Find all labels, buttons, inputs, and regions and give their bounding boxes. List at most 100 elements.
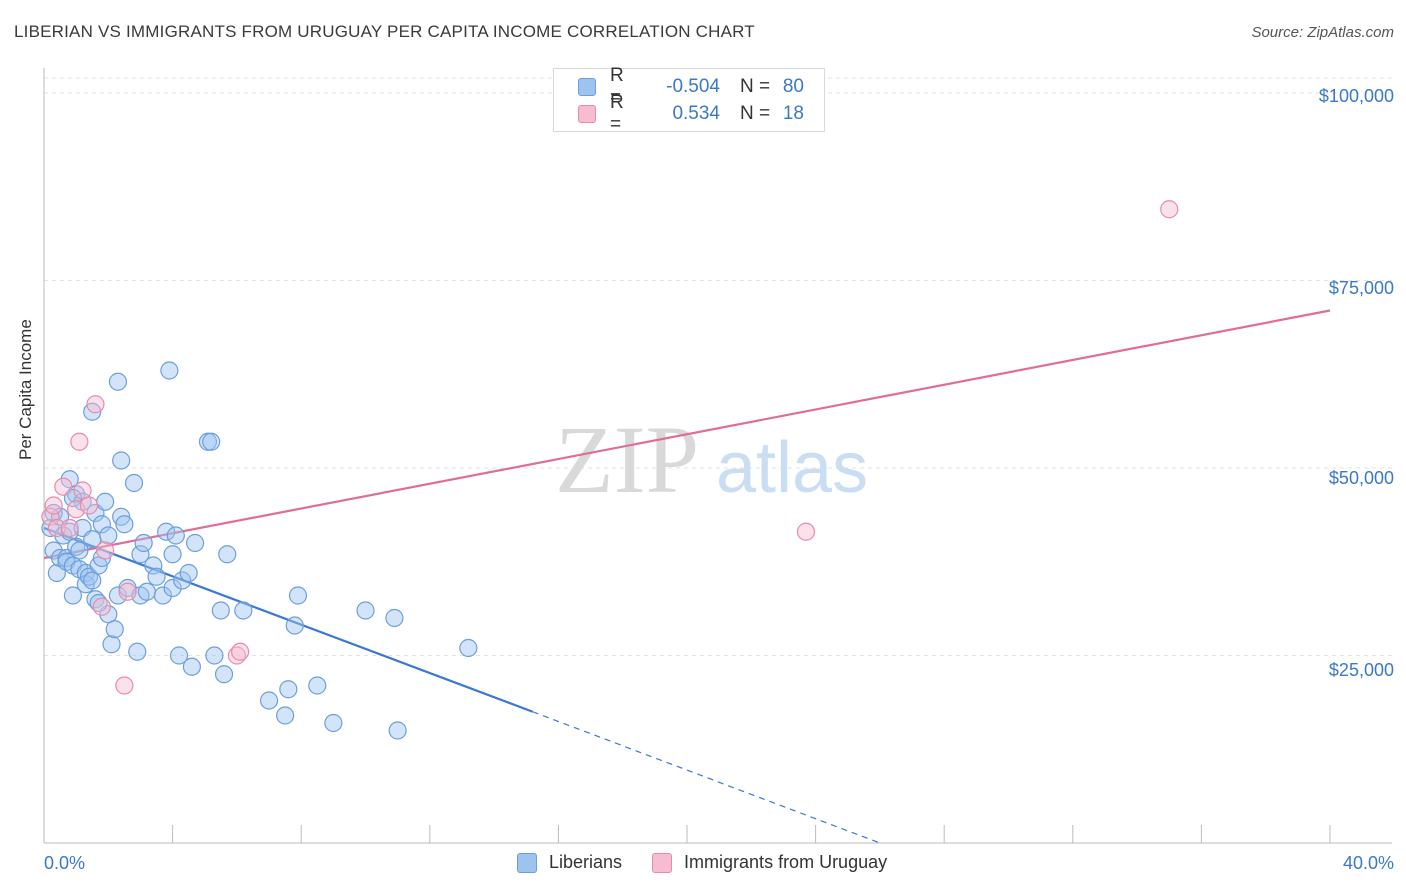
point-liberians xyxy=(285,616,304,635)
point-uruguay xyxy=(54,477,73,496)
axes xyxy=(43,68,1392,844)
point-liberians xyxy=(160,361,179,380)
legend-r-value: -0.504 xyxy=(666,76,720,97)
point-uruguay xyxy=(796,522,816,541)
x-tick-label-min: 0.0% xyxy=(44,853,86,873)
chart-title: LIBERIAN VS IMMIGRANTS FROM URUGUAY PER … xyxy=(14,22,755,41)
point-liberians xyxy=(99,526,118,545)
point-liberians xyxy=(147,567,166,586)
point-liberians xyxy=(388,721,407,740)
point-liberians xyxy=(169,646,189,665)
trend-line-liberians-extrapolated xyxy=(532,711,881,844)
point-uruguay xyxy=(231,642,250,661)
legend-swatch-pink xyxy=(578,105,596,123)
legend-row-uruguay: R = 0.534 N = 18 xyxy=(578,92,804,135)
y-tick-label-25000: $25,000 xyxy=(1328,660,1394,680)
point-uruguay xyxy=(92,597,111,616)
point-liberians xyxy=(60,470,79,489)
point-liberians xyxy=(166,526,185,545)
series-legend-label: Liberians xyxy=(549,852,623,872)
legend-n-value: 18 xyxy=(782,103,804,124)
point-uruguay xyxy=(118,582,137,601)
legend-r-value: 0.534 xyxy=(672,103,720,124)
point-liberians xyxy=(308,676,327,695)
trend-lines xyxy=(43,309,1331,844)
point-liberians xyxy=(70,541,89,560)
point-liberians xyxy=(137,582,156,601)
series-legend: Liberians Immigrants from Uruguay xyxy=(517,852,917,873)
point-liberians xyxy=(218,545,237,564)
series-swatch-blue xyxy=(517,852,537,873)
point-uruguay xyxy=(47,518,66,538)
point-liberians xyxy=(102,635,121,654)
point-liberians xyxy=(234,601,253,620)
legend-swatch-blue xyxy=(578,78,596,96)
series-swatch-pink xyxy=(652,852,673,873)
point-liberians xyxy=(124,473,144,493)
point-liberians xyxy=(356,601,375,620)
point-uruguay xyxy=(73,481,92,500)
point-liberians xyxy=(324,713,343,733)
point-liberians xyxy=(105,620,124,639)
point-liberians xyxy=(128,642,147,661)
correlation-legend: R = -0.504 N = 80 R = 0.534 N = 18 xyxy=(553,65,825,135)
point-uruguay xyxy=(41,507,60,526)
source-label: Source: ZipAtlas.com xyxy=(1251,24,1394,41)
trend-line-uruguay xyxy=(43,309,1331,560)
point-liberians xyxy=(459,638,478,658)
point-liberians xyxy=(211,601,230,620)
legend-n-value: 80 xyxy=(782,76,804,97)
grid-lines xyxy=(44,77,1392,656)
point-liberians xyxy=(202,432,221,451)
legend-n-label: N = xyxy=(740,76,771,97)
point-liberians xyxy=(288,586,308,605)
legend-n-label: N = xyxy=(740,103,771,124)
point-uruguay xyxy=(86,395,105,414)
point-liberians xyxy=(186,533,205,553)
point-liberians xyxy=(63,586,83,605)
legend-row-liberians: R = -0.504 N = 80 xyxy=(578,65,804,108)
point-liberians xyxy=(83,571,102,590)
point-liberians xyxy=(134,533,153,553)
point-liberians xyxy=(157,522,176,541)
point-liberians xyxy=(112,451,131,470)
point-liberians xyxy=(276,706,295,725)
point-liberians xyxy=(179,563,198,583)
point-liberians xyxy=(182,657,201,676)
point-uruguay xyxy=(95,541,115,560)
point-uruguay xyxy=(44,496,63,515)
point-liberians xyxy=(163,545,182,564)
point-liberians xyxy=(259,691,279,710)
point-liberians xyxy=(108,372,128,391)
point-liberians xyxy=(173,571,192,590)
point-liberians xyxy=(131,545,150,564)
data-points xyxy=(41,200,1179,740)
point-uruguay xyxy=(1160,200,1179,219)
series-legend-label: Immigrants from Uruguay xyxy=(684,852,888,872)
point-liberians xyxy=(163,578,182,598)
legend-r-label: R = xyxy=(610,92,624,135)
point-liberians xyxy=(115,515,134,534)
watermark: ZIP atlas xyxy=(555,406,868,513)
x-tick-label-max: 40.0% xyxy=(1342,853,1394,873)
y-tick-label-50000: $50,000 xyxy=(1328,468,1394,488)
series-legend-liberians[interactable]: Liberians xyxy=(517,852,622,873)
point-uruguay xyxy=(79,496,99,515)
y-tick-label-100000: $100,000 xyxy=(1318,86,1394,106)
point-liberians xyxy=(214,665,234,684)
watermark-atlas: atlas xyxy=(716,428,868,508)
point-uruguay xyxy=(60,518,79,538)
series-legend-uruguay[interactable]: Immigrants from Uruguay xyxy=(652,852,887,873)
point-liberians xyxy=(385,608,404,628)
point-liberians xyxy=(279,680,298,699)
point-uruguay xyxy=(70,432,89,451)
point-liberians xyxy=(205,646,224,665)
point-uruguay xyxy=(115,676,134,695)
y-axis-label: Per Capita Income xyxy=(16,319,35,460)
point-liberians xyxy=(144,556,163,575)
point-liberians xyxy=(153,586,173,605)
point-liberians xyxy=(95,492,115,511)
legend-r-label: R = xyxy=(610,65,624,108)
y-tick-label-75000: $75,000 xyxy=(1328,278,1394,298)
